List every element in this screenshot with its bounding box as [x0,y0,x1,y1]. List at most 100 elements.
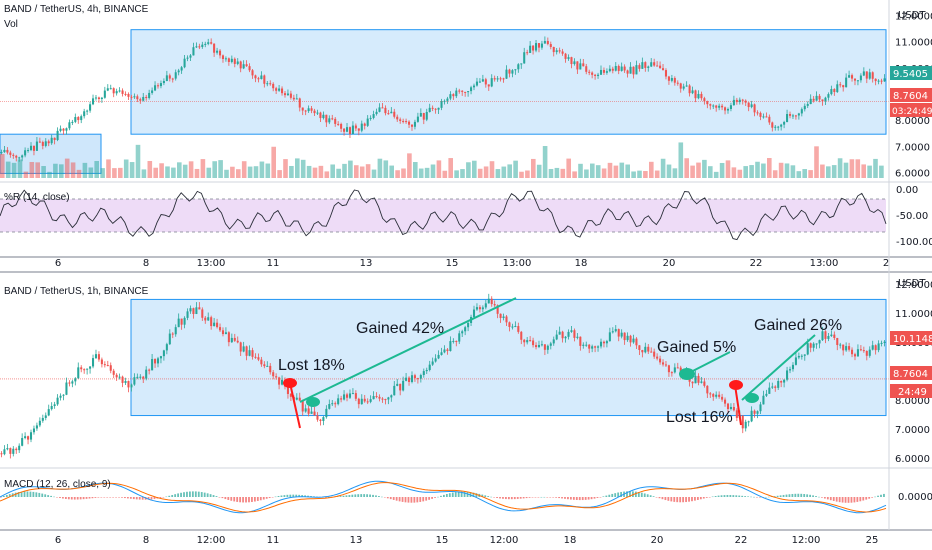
top-candle-body [278,88,281,91]
top-candle-body [732,99,735,106]
volume-bar [619,162,625,178]
macd-hist-bar [233,497,236,502]
bottom-candle-body [493,304,496,306]
volume-bar [300,159,306,178]
bottom-candle-body [210,317,213,327]
bottom-candle-body [670,372,673,374]
macd-hist-bar [38,492,41,497]
bottom-candle-body [260,359,263,365]
macd-hist-bar [47,495,50,497]
bottom-candle-body [44,415,47,418]
volume-bar [666,164,672,178]
top-candle-body [35,141,38,151]
macd-hist-bar [534,497,537,498]
bottom-candle-body [316,415,319,420]
bottom-candle-body [171,333,174,335]
top-candle-body [862,71,865,76]
volume-bar [778,162,784,178]
top-candle-body [378,107,381,112]
bottom-candle-body [629,335,632,343]
bottom-candle-body [859,349,862,351]
top-candle-body [499,78,502,80]
macd-hist-bar [646,494,649,497]
top-candle-body [821,99,824,102]
top-candle-body [567,57,570,59]
bottom-candle-body [156,358,160,364]
bottom-candle-body [653,351,656,357]
top-candle-body [605,71,608,73]
bottom-y-tick: 7.0000 [895,425,930,436]
bottom-candle-body [862,350,865,352]
top-candle-body [245,64,248,67]
volume-bar [283,159,288,178]
macd-hist-bar [788,494,791,497]
volume-bar [849,159,855,178]
top-candle-body [836,84,839,93]
top-candle-body [387,113,390,115]
bottom-candle-body [375,396,378,398]
macd-hist-bar [35,492,38,497]
top-candle-body [399,119,402,121]
macd-hist-bar [726,494,729,497]
top-x-label: 13:00 [810,258,839,269]
bottom-candle-body [0,453,3,455]
volume-bar [348,160,353,178]
lost-16-drop-line [734,384,742,426]
bottom-candle-body [620,332,623,337]
macd-hist-bar [91,497,94,499]
macd-hist-bar [632,491,634,497]
top-candle-body [880,80,883,82]
macd-title: MACD (12, 26, close, 9) [4,479,111,490]
top-candle-body [532,45,535,51]
top-candle-body [540,43,543,48]
macd-hist-bar [800,493,803,497]
volume-bar [165,166,170,178]
top-candle-body [334,118,337,124]
volume-bar [826,166,831,178]
top-candle-body [331,118,334,120]
macd-hist-bar [327,496,330,498]
volume-bar [536,164,542,178]
bottom-x-label: 12:00 [197,535,226,546]
macd-hist-bar [392,497,395,500]
bottom-candle-body [499,313,502,318]
bottom-candle-body [121,376,124,383]
macd-hist-bar [85,497,88,499]
top-candle-body [449,94,452,99]
top-candle-body [526,52,529,54]
top-candle-body [597,74,600,76]
top-candle-body [286,93,289,96]
macd-hist-bar [685,497,687,503]
macd-hist-bar [366,494,369,497]
top-candle-body [363,123,366,126]
top-candle-body [517,64,520,70]
top-candle-body [354,125,357,129]
macd-hist-bar [634,491,637,497]
bottom-candle-body [351,393,354,395]
bottom-candle-body [523,339,526,343]
top-candle-body [431,107,434,109]
bottom-candle-body [381,398,384,400]
bottom-candle-body [366,401,369,403]
top-candle-body [617,66,620,71]
top-candle-body [470,87,473,92]
bottom-candle-body [369,399,372,402]
volume-bar [454,170,459,178]
macd-hist-bar [73,497,76,500]
volume-bar [625,164,630,178]
macd-hist-bar [575,497,578,500]
bottom-candle-body [80,367,83,370]
bottom-candle-body [833,334,836,338]
volume-bar [177,162,182,178]
top-candle-body [700,93,703,99]
top-candle-body [381,107,384,109]
volume-bar [106,159,111,178]
top-candle-body [582,63,585,67]
volume-bar [755,161,760,178]
bottom-x-label: 18 [564,535,577,546]
macd-hist-bar [398,497,401,502]
top-range-box [130,29,887,135]
macd-hist-bar [744,496,747,497]
volume-bar [578,163,583,178]
